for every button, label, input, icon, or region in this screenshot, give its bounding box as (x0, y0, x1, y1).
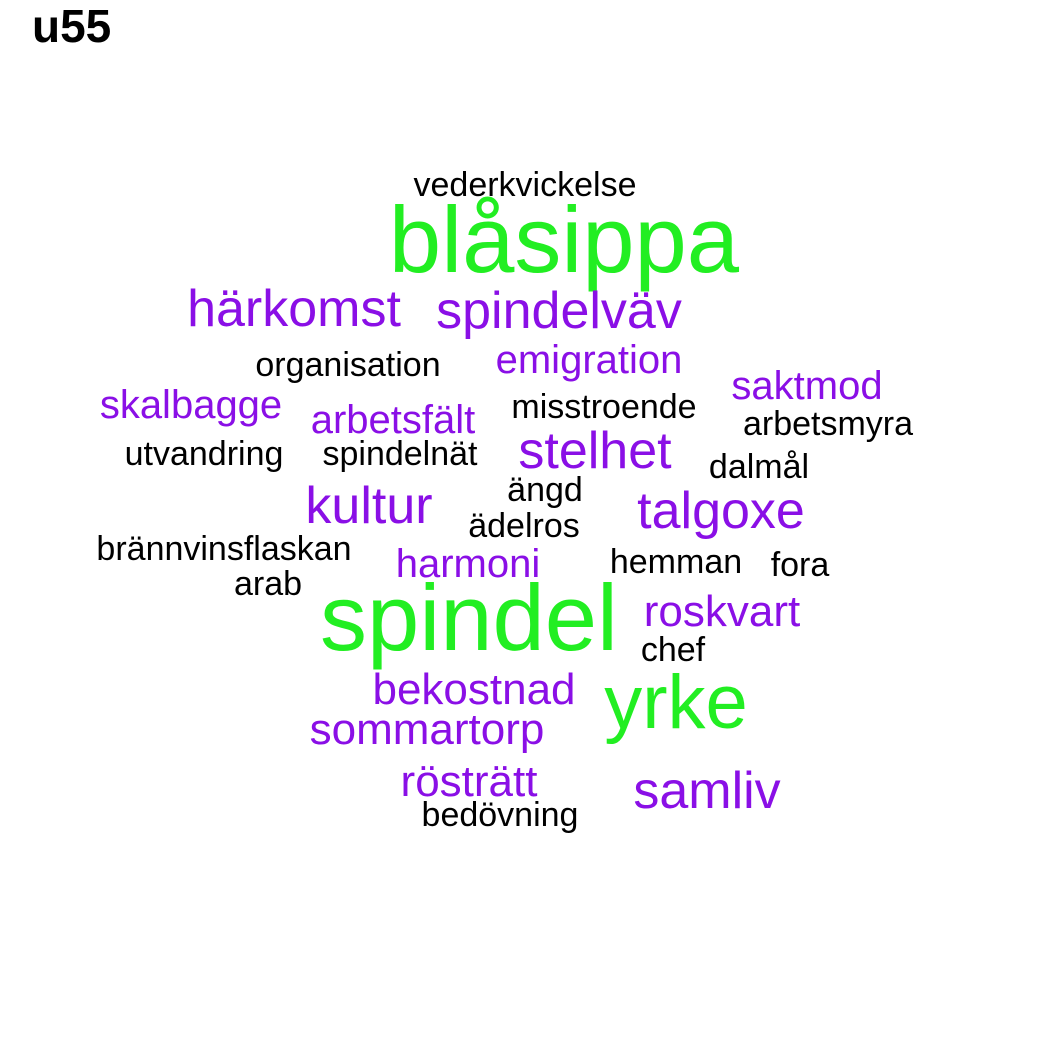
word-dalmal: dalmål (708, 448, 810, 486)
word-rostratt: rösträtt (400, 757, 538, 806)
word-hemman: hemman (609, 543, 743, 581)
word-kultur: kultur (305, 477, 433, 535)
word-vederkvickelse: vederkvickelse (413, 166, 637, 204)
word-arbetsfalt: arbetsfält (310, 398, 476, 442)
word-stelhet: stelhet (518, 422, 672, 480)
word-adelros: ädelros (468, 507, 580, 545)
word-harkomst: härkomst (187, 280, 401, 338)
word-skalbagge: skalbagge (99, 383, 283, 427)
word-misstroende: misstroende (511, 388, 697, 426)
word-sommartorp: sommartorp (309, 705, 545, 754)
word-bedovning: bedövning (421, 796, 579, 834)
word-talgoxe: talgoxe (637, 482, 805, 540)
word-organisation: organisation (255, 346, 441, 384)
word-spindel: spindel (320, 565, 618, 670)
word-bekostnad: bekostnad (372, 665, 576, 714)
word-angd: ängd (507, 471, 583, 509)
word-roskvart: roskvart (643, 587, 801, 636)
word-arab: arab (233, 565, 303, 603)
word-fora: fora (770, 546, 830, 584)
plot-title: u55 (32, 0, 112, 52)
word-yrke: yrke (604, 660, 748, 745)
word-utvandring: utvandring (124, 435, 284, 473)
word-spindelvav: spindelväv (436, 282, 682, 340)
word-arbetsmyra: arbetsmyra (742, 405, 914, 443)
word-brannvinsflaskan: brännvinsflaskan (96, 530, 352, 568)
word-blasippa: blåsippa (388, 187, 740, 292)
word-emigration: emigration (495, 338, 683, 382)
word-harmoni: harmoni (395, 542, 541, 586)
word-saktmod: saktmod (731, 364, 883, 408)
word-spindelnat: spindelnät (322, 435, 478, 473)
word-chef: chef (640, 631, 706, 669)
word-samliv: samliv (633, 762, 781, 820)
